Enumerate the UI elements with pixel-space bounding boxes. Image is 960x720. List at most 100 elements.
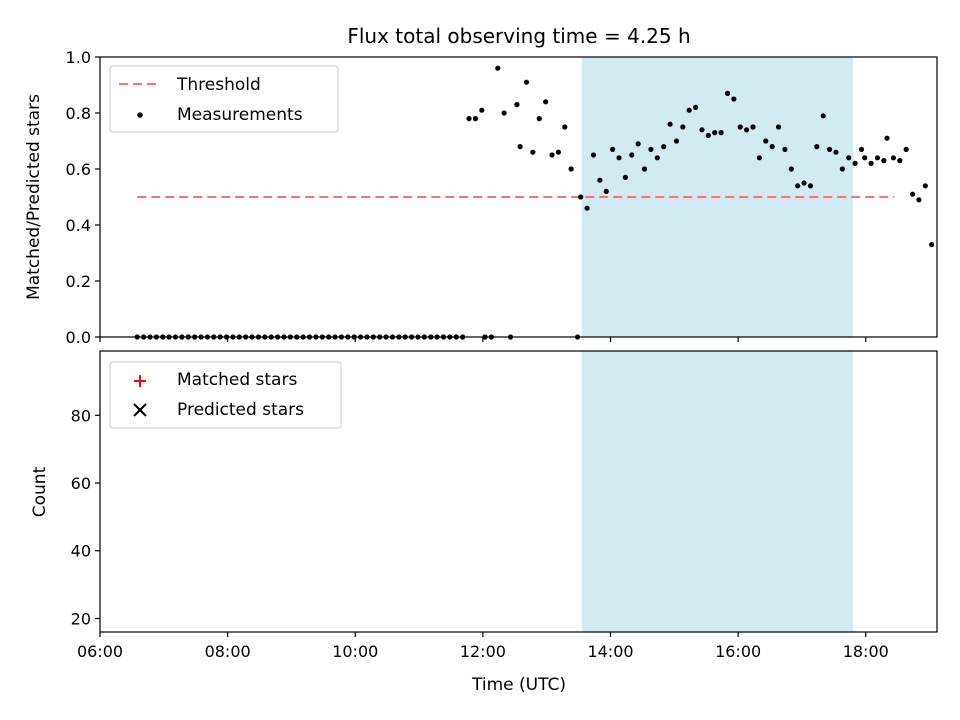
observing-window-shade-bottom	[581, 351, 853, 632]
measurement-point	[820, 113, 826, 119]
measurement-point	[543, 99, 549, 105]
bottom-y-tick-label: 80	[71, 406, 91, 425]
measurement-point	[862, 155, 868, 161]
top-y-tick-label: 1.0	[66, 48, 91, 67]
measurement-point	[616, 155, 622, 161]
bottom-x-tick-label: 10:00	[332, 642, 378, 661]
bottom-x-tick-label: 06:00	[77, 642, 123, 661]
top-plot-frame	[99, 56, 938, 338]
measurement-point	[495, 65, 501, 71]
measurement-point	[775, 124, 782, 130]
measurement-point	[603, 188, 609, 194]
bottom-legend: Matched stars Predicted stars	[109, 361, 342, 429]
measurement-point	[590, 152, 597, 158]
measurement-point	[801, 180, 807, 186]
x-axis-label: Time (UTC)	[471, 675, 566, 695]
measurement-point	[680, 124, 686, 130]
measurement-point	[536, 116, 542, 122]
measurement-point	[839, 166, 845, 172]
bottom-x-tick-label: 16:00	[715, 642, 761, 661]
bottom-x-tick-label: 08:00	[205, 642, 251, 661]
measurement-point	[782, 146, 788, 152]
measurement-point	[686, 107, 692, 113]
measurement-point	[909, 191, 916, 197]
measurement-point	[881, 158, 887, 164]
bottom-y-tick-label: 60	[71, 474, 91, 493]
measurement-point	[673, 138, 680, 144]
top-y-tick-label: 0.4	[66, 216, 91, 235]
measurement-point	[833, 149, 839, 155]
measurement-point	[667, 121, 673, 127]
measurement-point	[523, 79, 530, 85]
measurement-point	[568, 166, 574, 172]
measurement-point	[724, 90, 731, 96]
measurement-point	[501, 110, 507, 116]
measurement-point	[858, 146, 865, 152]
measurement-point	[884, 135, 890, 141]
measurement-point	[916, 197, 922, 203]
top-y-tick-label: 0.8	[66, 104, 91, 123]
measurement-point	[814, 144, 820, 150]
bottom-panel: 20 40 60 80 06:00 08:00 10:00 12:00 14:00 16:00 1…	[30, 350, 938, 695]
measurement-point	[622, 174, 628, 180]
measurement-point	[479, 107, 485, 113]
measurement-point	[922, 183, 928, 189]
measurement-point	[712, 130, 718, 136]
bottom-y-axis-label: Count	[30, 466, 50, 517]
measurement-point	[562, 124, 568, 130]
bottom-legend-box	[109, 361, 342, 429]
measurement-point	[737, 124, 743, 130]
predicted-legend-label: Predicted stars	[177, 400, 304, 420]
measurement-point	[699, 127, 705, 133]
measurement-point	[826, 146, 833, 152]
top-y-tick-label: 0.2	[66, 272, 91, 291]
bottom-x-tick-label: 12:00	[460, 642, 506, 661]
top-y-ticks: 0.0 0.2 0.4 0.6 0.8 1.0	[66, 48, 100, 347]
measurement-point	[705, 132, 711, 138]
measurement-point	[661, 144, 667, 150]
measurement-point	[635, 141, 641, 147]
measurement-point	[744, 127, 750, 133]
measurement-point	[629, 152, 635, 158]
bottom-x-tick-label: 14:00	[587, 642, 633, 661]
measurement-point	[692, 104, 699, 110]
measurement-point	[517, 144, 523, 150]
measurements-legend-label: Measurements	[177, 105, 303, 125]
measurement-point	[584, 205, 590, 211]
measurement-point	[788, 166, 794, 172]
measurement-point	[929, 242, 935, 248]
top-x-ticks	[99, 337, 867, 342]
measurement-point	[846, 155, 852, 161]
measurement-point	[610, 146, 616, 152]
bottom-y-ticks: 20 40 60 80	[71, 406, 100, 628]
top-y-tick-label: 0.0	[66, 328, 91, 347]
matched-legend-label: Matched stars	[177, 370, 297, 390]
measurement-point	[514, 102, 520, 108]
measurement-point	[890, 155, 896, 161]
measurement-point	[472, 116, 479, 122]
bottom-y-tick-label: 40	[71, 542, 91, 561]
top-legend: Threshold Measurements	[109, 65, 339, 133]
top-legend-box	[109, 65, 339, 133]
predicted-legend-marker	[133, 403, 147, 417]
measurement-point	[763, 138, 769, 144]
chart-title: Flux total observing time = 4.25 h	[347, 24, 690, 48]
bottom-y-tick-label: 20	[71, 609, 91, 628]
measurement-point	[807, 183, 814, 189]
measurement-point	[654, 155, 660, 161]
measurement-point	[756, 155, 762, 161]
top-y-axis-label: Matched/Predicted stars	[24, 94, 44, 300]
measurement-point	[578, 194, 584, 200]
bottom-x-tick-label: 18:00	[843, 642, 889, 661]
top-y-tick-label: 0.6	[66, 160, 91, 179]
matched-legend-marker	[134, 375, 146, 387]
measurement-point	[750, 124, 756, 130]
measurement-point	[852, 160, 858, 166]
measurement-point	[874, 155, 881, 161]
measurement-point	[897, 158, 903, 164]
measurement-point	[769, 144, 775, 150]
measurement-point	[648, 146, 654, 152]
measurement-point	[530, 149, 536, 155]
measurement-point	[718, 130, 724, 136]
